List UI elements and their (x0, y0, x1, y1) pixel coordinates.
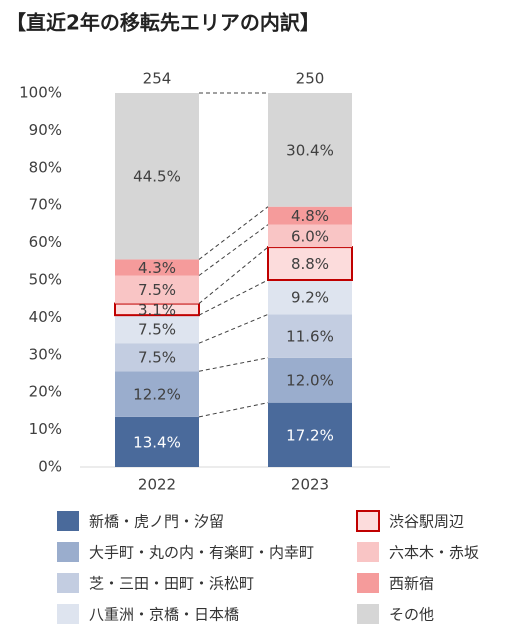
y-tick-label: 40% (29, 308, 62, 326)
bar-segment (115, 416, 199, 467)
connector (198, 224, 269, 276)
bar-segment (115, 315, 199, 344)
legend-label: 西新宿 (389, 575, 434, 593)
x-tick-label: 2023 (291, 476, 329, 494)
value-label: 4.8% (291, 207, 329, 225)
total-label: 250 (296, 70, 325, 88)
bar-segment (115, 275, 199, 304)
legend-swatch (57, 542, 79, 562)
value-label: 12.2% (133, 386, 181, 404)
value-label: 13.4% (133, 433, 181, 451)
value-label: 30.4% (286, 141, 334, 159)
value-label: 17.2% (286, 426, 334, 444)
bar-segment (115, 259, 199, 276)
y-tick-label: 90% (29, 121, 62, 139)
bar-segment (115, 371, 199, 417)
legend-swatch (356, 510, 380, 532)
legend-label: 大手町・丸の内・有楽町・内幸町 (89, 544, 314, 562)
legend-swatch (357, 604, 379, 624)
bar-segment (268, 314, 352, 358)
y-tick-label: 20% (29, 383, 62, 401)
legend-label: その他 (389, 606, 434, 624)
bar-segment (268, 224, 352, 248)
bar-segment (115, 93, 199, 260)
bar-segment (268, 402, 352, 467)
value-label: 8.8% (291, 255, 329, 273)
bar-segment (268, 93, 352, 207)
connector (198, 279, 269, 316)
legend-label: 新橋・虎ノ門・汐留 (89, 513, 224, 531)
connector (198, 206, 269, 260)
legend-label: 渋谷駅周辺 (389, 513, 464, 531)
value-label: 9.2% (291, 289, 329, 307)
bar-segment (115, 343, 199, 372)
value-label: 4.3% (138, 259, 176, 277)
bar-segment (114, 302, 200, 317)
value-label: 7.5% (138, 349, 176, 367)
bar-segment (268, 357, 352, 403)
x-tick-label: 2022 (138, 476, 176, 494)
value-label: 11.6% (286, 328, 334, 346)
bar-segment (268, 280, 352, 315)
legend-label: 芝・三田・田町・浜松町 (89, 575, 254, 593)
legend-label: 六本木・赤坂 (389, 544, 479, 562)
value-label: 7.5% (138, 321, 176, 339)
bar-segment (267, 246, 353, 281)
value-label: 3.1% (138, 301, 176, 319)
connector (198, 357, 269, 372)
legend-label: 八重洲・京橋・日本橋 (89, 606, 239, 624)
connector (198, 246, 269, 304)
bar-segment (268, 206, 352, 225)
value-label: 6.0% (291, 227, 329, 245)
y-tick-label: 50% (29, 271, 62, 289)
legend-swatch (357, 542, 379, 562)
y-tick-label: 60% (29, 233, 62, 251)
legend-swatch (57, 511, 79, 531)
connector (198, 313, 269, 344)
chart-title: 【直近2年の移転先エリアの内訳】 (6, 11, 320, 35)
value-label: 12.0% (286, 372, 334, 390)
value-label: 44.5% (133, 168, 181, 186)
connector (198, 402, 269, 418)
y-tick-label: 70% (29, 196, 62, 214)
y-tick-label: 100% (19, 84, 62, 102)
y-tick-label: 0% (38, 458, 62, 476)
value-label: 7.5% (138, 281, 176, 299)
legend-swatch (57, 573, 79, 593)
legend-swatch (357, 573, 379, 593)
y-tick-label: 80% (29, 158, 62, 176)
total-label: 254 (143, 70, 172, 88)
y-tick-label: 10% (29, 420, 62, 438)
y-tick-label: 30% (29, 345, 62, 363)
legend-swatch (57, 604, 79, 624)
